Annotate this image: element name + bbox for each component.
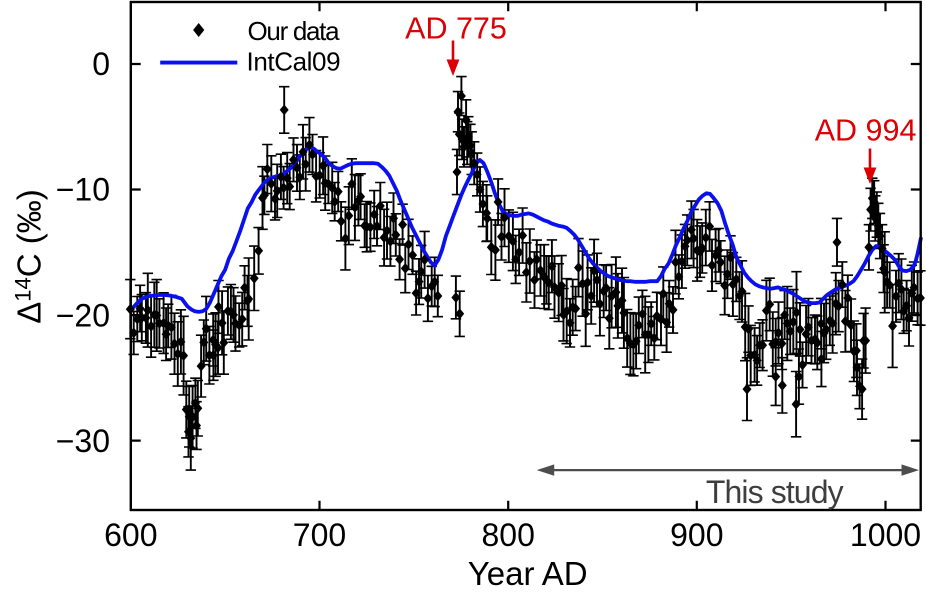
svg-text:Our data: Our data [248, 16, 341, 46]
svg-text:This study: This study [706, 474, 844, 510]
svg-text:AD 775: AD 775 [405, 12, 507, 46]
svg-text:800: 800 [482, 517, 535, 553]
svg-text:IntCal09: IntCal09 [247, 47, 341, 77]
svg-text:600: 600 [104, 517, 157, 553]
svg-text:1000: 1000 [850, 517, 921, 553]
svg-text:Δ14C (‰): Δ14C (‰) [11, 189, 48, 324]
svg-text:Year AD: Year AD [468, 555, 588, 592]
svg-text:−10: −10 [56, 172, 110, 208]
svg-text:0: 0 [92, 46, 110, 82]
svg-text:−30: −30 [56, 423, 110, 459]
svg-text:900: 900 [670, 517, 723, 553]
svg-text:AD 994: AD 994 [815, 113, 917, 147]
svg-text:−20: −20 [56, 297, 110, 333]
svg-text:700: 700 [293, 517, 346, 553]
